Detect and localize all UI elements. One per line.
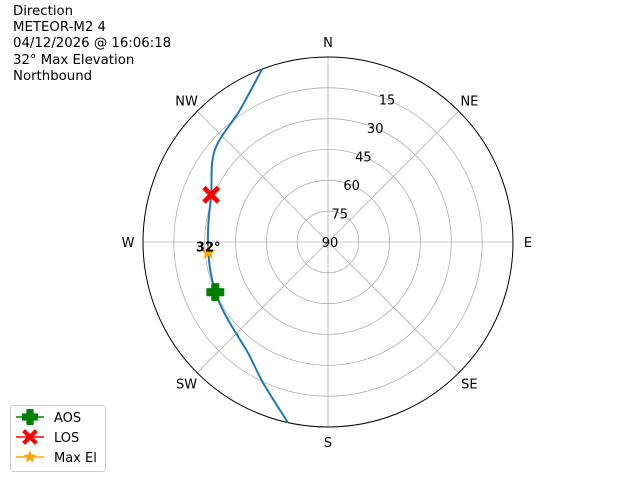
legend: AOS LOS Max El bbox=[10, 405, 106, 472]
marker-max-el bbox=[200, 244, 216, 259]
angular-tick-label: NE bbox=[460, 95, 478, 110]
grid-spoke bbox=[327, 110, 460, 243]
radial-tick-label: 90 bbox=[322, 236, 339, 251]
title-line: METEOR-M2 4 bbox=[13, 20, 106, 36]
legend-marker bbox=[23, 450, 37, 463]
grid-spoke bbox=[196, 110, 329, 243]
title-line: Direction bbox=[13, 4, 74, 19]
angular-tick-label: E bbox=[524, 236, 532, 251]
radial-tick-label: 15 bbox=[379, 94, 396, 109]
legend-marker-stroke bbox=[22, 429, 38, 445]
radial-tick-label: 60 bbox=[343, 179, 360, 194]
radial-tick-label: 30 bbox=[367, 122, 384, 137]
marker-los bbox=[202, 185, 221, 204]
radial-tick-label: 75 bbox=[332, 208, 349, 223]
chart-title: Direction METEOR-M2 4 04/12/2026 @ 16:06… bbox=[13, 4, 171, 85]
max-elevation-annotation: 32° bbox=[196, 240, 221, 255]
legend-label: AOS bbox=[54, 411, 81, 426]
angular-tick-label: SE bbox=[461, 377, 477, 392]
title-line: Northbound bbox=[13, 68, 93, 84]
angular-tick-label: N bbox=[323, 36, 333, 51]
pass-track bbox=[206, 68, 289, 424]
grid-spoke bbox=[327, 241, 460, 374]
legend-marker bbox=[22, 429, 38, 445]
angular-tick-label: NW bbox=[175, 95, 198, 110]
legend-label: LOS bbox=[54, 431, 79, 446]
marker-los-stroke bbox=[202, 185, 221, 204]
legend-label: Max El bbox=[54, 451, 97, 466]
legend-marker bbox=[22, 409, 38, 425]
title-line: 32° Max Elevation bbox=[13, 52, 135, 68]
marker-aos bbox=[206, 283, 225, 302]
angular-tick-label: SW bbox=[176, 377, 197, 392]
angular-tick-label: S bbox=[324, 436, 332, 451]
title-line: 04/12/2026 @ 16:06:18 bbox=[13, 36, 172, 52]
outer-frame bbox=[142, 56, 514, 428]
radial-tick-label: 45 bbox=[355, 151, 372, 166]
angular-tick-label: W bbox=[122, 236, 135, 251]
grid-spoke bbox=[196, 241, 329, 374]
